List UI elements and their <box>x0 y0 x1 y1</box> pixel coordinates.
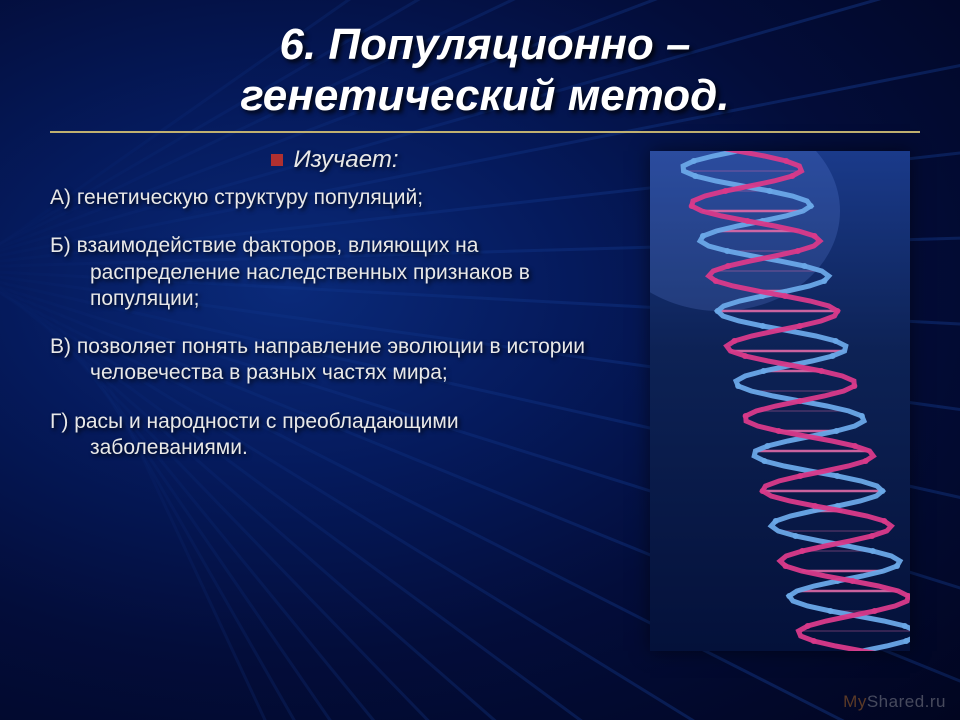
content-row: Изучает: А) генетическую структуру попул… <box>50 145 920 685</box>
list-item: В) позволяет понять направление эволюции… <box>50 334 620 387</box>
watermark-prefix: My <box>843 692 867 711</box>
bullet-icon <box>271 154 283 166</box>
text-column: Изучает: А) генетическую структуру попул… <box>50 145 620 685</box>
item-text: Б) взаимодействие факторов, влияющих на … <box>50 233 620 312</box>
title-line-2: генетический метод. <box>240 71 729 120</box>
item-text: В) позволяет понять направление эволюции… <box>50 334 620 387</box>
studies-heading: Изучает: <box>50 145 620 175</box>
list-item: Б) взаимодействие факторов, влияющих на … <box>50 233 620 312</box>
title-line-1: 6. Популяционно – <box>280 20 691 69</box>
list-item: Г) расы и народности с преобладающими за… <box>50 409 620 462</box>
watermark: MyShared.ru <box>843 692 946 712</box>
dna-image <box>650 151 910 651</box>
studies-label: Изучает: <box>293 145 398 175</box>
slide-container: 6. Популяционно – генетический метод. Из… <box>0 0 960 720</box>
slide-title: 6. Популяционно – генетический метод. <box>50 20 920 133</box>
item-text: Г) расы и народности с преобладающими за… <box>50 409 620 462</box>
watermark-suffix: Shared.ru <box>867 692 946 711</box>
list-item: А) генетическую структуру популяций; <box>50 185 620 211</box>
image-column <box>640 145 920 685</box>
item-text: А) генетическую структуру популяций; <box>50 185 620 211</box>
